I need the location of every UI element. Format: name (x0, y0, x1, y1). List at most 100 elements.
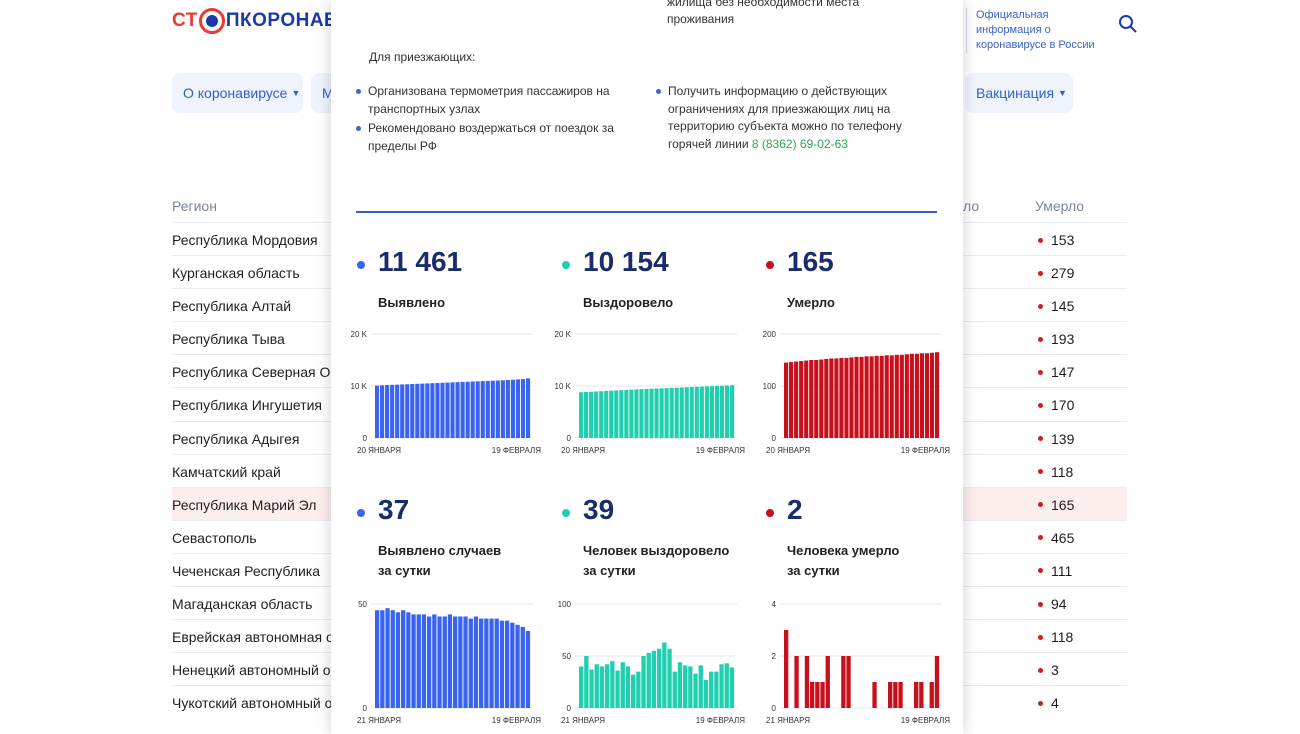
region-name: Севастополь (172, 529, 257, 546)
chart-bar (829, 358, 834, 438)
stat-value: 37 (378, 494, 410, 525)
y-tick-label: 200 (763, 330, 777, 339)
chart-bar (809, 360, 814, 438)
y-tick-label: 20 K (555, 330, 572, 339)
stat-label: Человека умерло за сутки (787, 541, 899, 581)
chart-bar (489, 618, 494, 708)
dead-count: 3 (1038, 662, 1059, 678)
chart-bar (704, 386, 709, 438)
region-name: Республика Марий Эл (172, 496, 317, 513)
chart-bar (385, 385, 390, 438)
chart-bar (579, 666, 584, 708)
chart-bar (385, 608, 390, 708)
chart-bar (644, 388, 649, 438)
dead-count: 94 (1038, 596, 1067, 612)
region-detail-modal: жилища без необходимости места проживани… (331, 0, 963, 734)
dead-count: 147 (1038, 364, 1074, 380)
chart-bar (784, 630, 789, 708)
chart-bar (505, 380, 510, 438)
dead-count: 153 (1038, 232, 1074, 248)
chart-bar (634, 389, 639, 438)
chart-bar (869, 356, 874, 438)
y-tick-label: 50 (358, 600, 367, 609)
chart-bar (714, 671, 719, 708)
region-name: Республика Ингушетия (172, 397, 323, 414)
official-info-link[interactable]: Официальная информация о коронавирусе в … (966, 8, 1116, 53)
chart-bar (594, 391, 599, 438)
dot-icon (1038, 634, 1043, 640)
chart-bar (395, 612, 401, 708)
chart-bar (450, 382, 455, 438)
legend-dot-icon (357, 261, 365, 269)
bar-chart: 20 K 10 K 0 20 ЯНВАРЯ 19 ФЕВРАЛЯ (351, 330, 542, 455)
y-tick-label: 0 (567, 434, 572, 443)
chart-bar (610, 661, 615, 708)
site-logo[interactable]: СТ ПКОРОНАВИ (172, 8, 352, 34)
chart-bar (639, 389, 644, 438)
dead-count: 465 (1038, 530, 1074, 546)
chart-bar (794, 361, 799, 438)
chart-bar (879, 355, 884, 438)
chart-bar (819, 359, 824, 438)
dead-value: 139 (1051, 430, 1075, 447)
chart-bar (934, 656, 940, 708)
logo-text-coronavirus: ПКОРОНАВИ (225, 10, 353, 31)
chart-bar (500, 380, 505, 438)
chevron-down-icon: ▼ (1058, 88, 1067, 98)
region-name: Республика Адыгея (172, 430, 300, 447)
stat-value: 2 (787, 494, 803, 525)
chart-bar (584, 391, 589, 438)
chart-bar (416, 614, 421, 708)
bar-chart: 20 K 10 K 0 20 ЯНВАРЯ 19 ФЕВРАЛЯ (555, 330, 746, 455)
chart-bar (684, 387, 689, 438)
chart-bar (520, 626, 525, 708)
chart-bar (484, 618, 489, 708)
dot-icon (1038, 436, 1043, 442)
dot-icon (1038, 303, 1043, 309)
arrivals-heading: Для приезжающих: (369, 50, 476, 64)
stat-value: 10 154 (583, 246, 669, 277)
chart-bar (724, 385, 730, 438)
chart-bar (485, 380, 490, 438)
region-name: Республика Северная Осе (172, 364, 346, 381)
chart-bar (432, 614, 437, 708)
hotline-phone-link[interactable]: 8 (8362) 69-02-63 (751, 136, 848, 151)
chart-bar (470, 381, 475, 438)
chart-bar (614, 390, 619, 438)
chart-bar (411, 614, 416, 708)
chart-bar (605, 664, 610, 708)
region-name: Республика Алтай (172, 298, 292, 315)
dead-count: 145 (1038, 298, 1074, 314)
chart-bar (390, 610, 395, 708)
chart-bar (427, 616, 432, 708)
chart-bar (914, 682, 919, 708)
chart-bar (380, 610, 385, 708)
chart-bar (654, 388, 659, 438)
x-tick-label: 20 ЯНВАРЯ (766, 446, 810, 455)
chart-bar (699, 386, 704, 438)
list-item: Рекомендовано воздержаться от поездок за… (356, 120, 628, 155)
chart-bar (515, 379, 521, 438)
dot-icon (1038, 667, 1043, 673)
chart-bar (490, 380, 495, 438)
chart-bar (824, 358, 829, 438)
region-name: Ненецкий автономный ок (172, 662, 337, 679)
chart-bar (929, 682, 934, 708)
dead-value: 279 (1051, 265, 1075, 282)
chart-bar (874, 355, 879, 438)
chart-bar (789, 362, 794, 438)
chart-bar (683, 665, 688, 708)
dead-count: 193 (1038, 331, 1074, 347)
nav-vaccination[interactable]: Вакцинация ▼ (965, 73, 1073, 113)
search-icon[interactable] (1118, 14, 1138, 34)
dead-count: 111 (1038, 563, 1072, 579)
nav-about-coronavirus[interactable]: О коронавирусе ▼ (172, 73, 303, 113)
dot-icon (1038, 270, 1043, 276)
chart-bar (609, 390, 614, 438)
dead-value: 118 (1051, 629, 1074, 646)
chart-bar (888, 682, 893, 708)
y-tick-label: 100 (763, 382, 777, 391)
chart-bar (664, 388, 669, 438)
chart-bar (421, 614, 427, 708)
divider (356, 211, 937, 213)
